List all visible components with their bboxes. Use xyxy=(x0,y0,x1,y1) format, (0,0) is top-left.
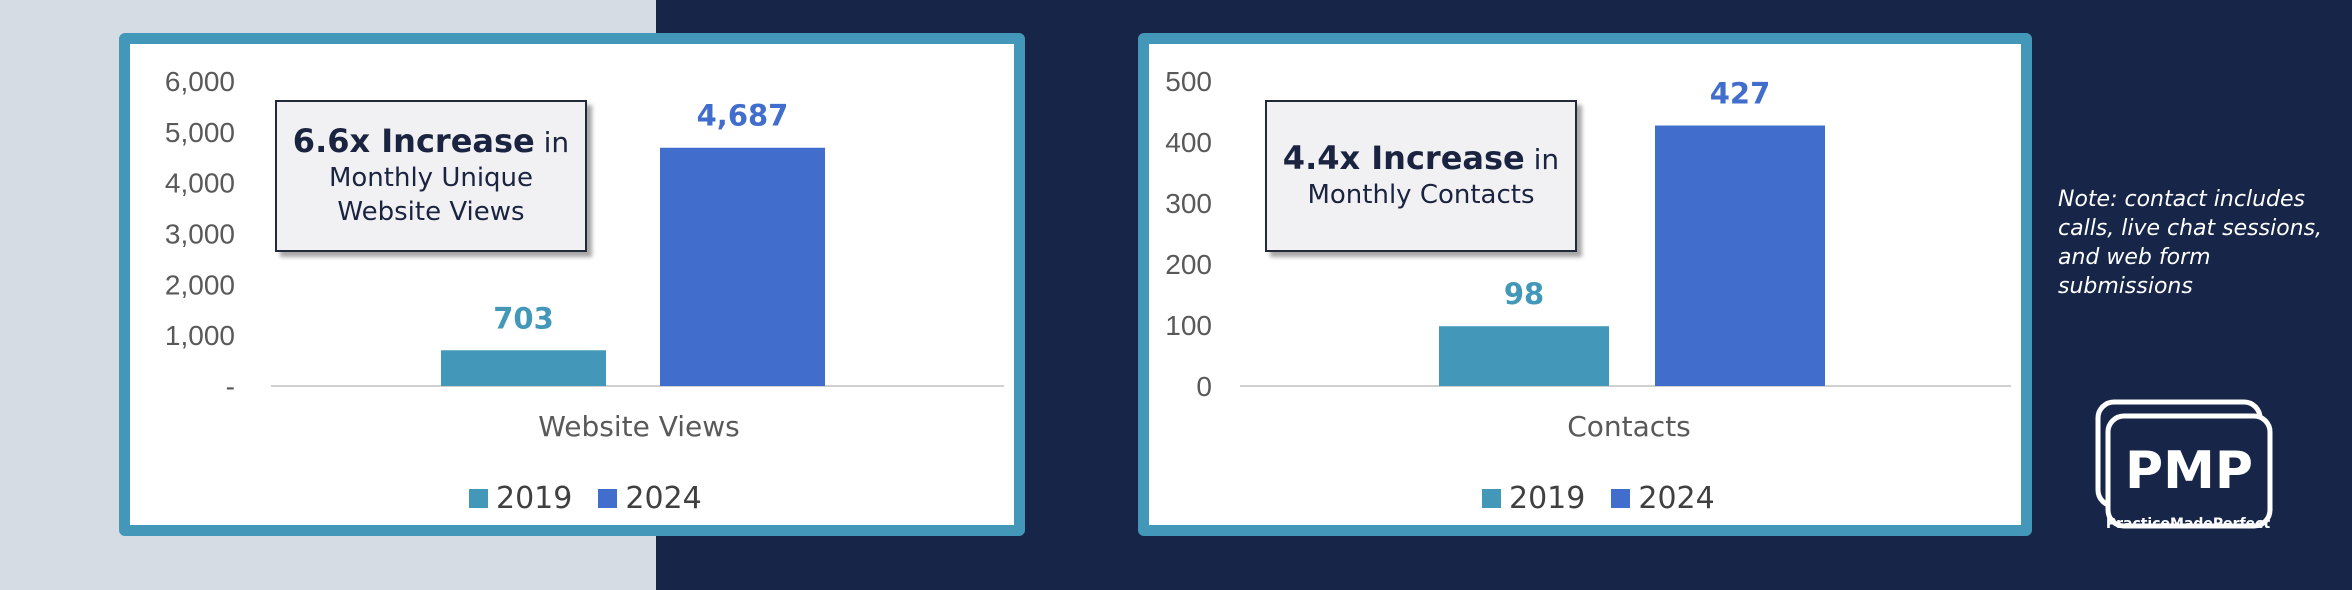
website-views-chart: - 1,000 2,000 3,000 4,000 5,000 6,000 703 4,687 W… xyxy=(165,66,1004,443)
callout-headline: 6.6x Increase in xyxy=(293,123,569,161)
contacts-legend: 2019 2024 xyxy=(1482,481,1741,516)
legend-item-2019: 2019 xyxy=(1482,481,1585,516)
data-label-2024: 4,687 xyxy=(697,99,789,133)
legend-label-2019: 2019 xyxy=(1509,481,1586,516)
callout-line2: Monthly Contacts xyxy=(1307,180,1535,210)
legend-item-2019: 2019 xyxy=(469,481,572,516)
legend-swatch-2019 xyxy=(469,489,488,508)
legend-label-2024: 2024 xyxy=(625,481,702,516)
contacts-chart: 0 100 200 300 400 500 98 427 Contacts xyxy=(1165,66,2011,443)
bar-2019 xyxy=(1439,326,1609,386)
bar-2024 xyxy=(660,147,825,386)
data-label-2019: 703 xyxy=(493,301,554,335)
logo-text: PMP xyxy=(2125,441,2253,501)
contacts-chart-panel: 0 100 200 300 400 500 98 427 Contacts 4.4x Incre… xyxy=(1138,33,2032,536)
website-views-callout: 6.6x Increase in Monthly Unique Website … xyxy=(275,100,587,252)
website-views-legend: 2019 2024 xyxy=(469,481,728,516)
x-axis-label: Contacts xyxy=(1567,410,1691,443)
data-label-2024: 427 xyxy=(1710,77,1771,111)
contacts-note: Note: contact includes calls, live chat … xyxy=(2058,187,2323,299)
y-tick-label: 3,000 xyxy=(165,219,235,250)
website-views-chart-panel: - 1,000 2,000 3,000 4,000 5,000 6,000 703 4,687 W… xyxy=(119,33,1025,536)
bar-2024 xyxy=(1655,125,1825,386)
x-axis-label: Website Views xyxy=(538,410,740,443)
callout-headline: 4.4x Increase in xyxy=(1283,140,1559,178)
legend-swatch-2024 xyxy=(1611,489,1631,508)
logo-caption: PracticeMadePerfect xyxy=(2105,516,2271,532)
data-label-2019: 98 xyxy=(1504,277,1544,311)
legend-label-2024: 2024 xyxy=(1638,481,1715,516)
y-tick-label: 300 xyxy=(1165,188,1212,219)
y-tick-label: 200 xyxy=(1165,249,1212,280)
y-tick-label: - xyxy=(226,371,235,402)
callout-bold-text: 6.6x Increase xyxy=(292,122,535,160)
legend-swatch-2019 xyxy=(1482,489,1501,508)
y-tick-label: 6,000 xyxy=(165,66,235,97)
legend-swatch-2024 xyxy=(598,489,618,508)
y-tick-label: 100 xyxy=(1165,310,1212,341)
y-tick-label: 500 xyxy=(1165,66,1212,97)
y-tick-label: 4,000 xyxy=(165,168,235,199)
callout-line2: Monthly Unique xyxy=(328,163,534,193)
legend-item-2024: 2024 xyxy=(1611,481,1715,516)
legend-label-2019: 2019 xyxy=(496,481,573,516)
callout-line3: Website Views xyxy=(337,197,525,227)
contacts-callout: 4.4x Increase in Monthly Contacts xyxy=(1265,100,1577,252)
y-tick-label: 2,000 xyxy=(165,269,235,300)
y-tick-label: 0 xyxy=(1196,371,1212,402)
legend-item-2024: 2024 xyxy=(598,481,702,516)
pmp-logo-icon: PMP xyxy=(2095,399,2273,529)
callout-in-text: in xyxy=(1533,143,1560,176)
y-tick-label: 5,000 xyxy=(165,117,235,148)
y-tick-label: 400 xyxy=(1165,127,1212,158)
bar-2019 xyxy=(441,350,606,386)
callout-in-text: in xyxy=(543,126,570,159)
y-tick-label: 1,000 xyxy=(165,320,235,351)
callout-bold-text: 4.4x Increase xyxy=(1282,139,1525,177)
